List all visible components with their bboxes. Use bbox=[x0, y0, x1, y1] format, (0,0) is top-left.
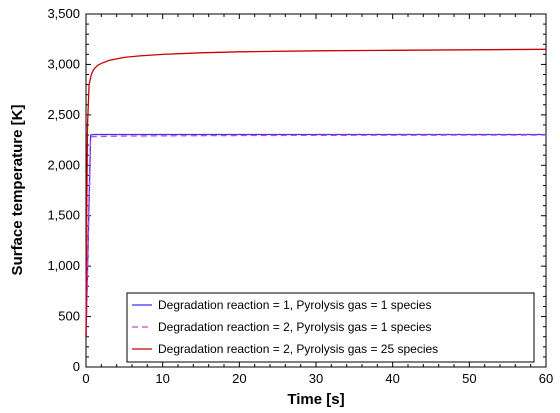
y-tick-label: 500 bbox=[58, 309, 80, 324]
legend-box bbox=[126, 292, 535, 363]
x-tick-label: 20 bbox=[232, 371, 246, 386]
legend-label-2: Degradation reaction = 2, Pyrolysis gas … bbox=[158, 320, 431, 334]
y-tick-label: 1,000 bbox=[47, 258, 80, 273]
series-line-3 bbox=[85, 48, 547, 337]
x-tick-label: 10 bbox=[155, 371, 169, 386]
y-tick-label: 1,500 bbox=[47, 208, 80, 223]
x-axis-title: Time [s] bbox=[287, 391, 344, 408]
series-layer bbox=[85, 48, 547, 337]
y-tick-label: 2,500 bbox=[47, 107, 80, 122]
y-tick-label: 2,000 bbox=[47, 157, 80, 172]
y-tick-label: 3,000 bbox=[47, 56, 80, 71]
legend-label-3: Degradation reaction = 2, Pyrolysis gas … bbox=[158, 342, 438, 356]
y-tick-label: 0 bbox=[73, 359, 80, 374]
y-axis-title: Surface temperature [K] bbox=[9, 105, 26, 276]
legend-label-1: Degradation reaction = 1, Pyrolysis gas … bbox=[158, 298, 431, 312]
y-axis-ticks: 0 500 1,000 1,500 2,000 2,500 3,000 3,500 bbox=[47, 6, 546, 374]
x-tick-label: 60 bbox=[539, 371, 553, 386]
legend: Degradation reaction = 1, Pyrolysis gas … bbox=[126, 292, 535, 363]
x-tick-label: 0 bbox=[82, 371, 89, 386]
x-axis-ticks: 0 10 20 30 40 50 60 bbox=[82, 14, 553, 386]
x-tick-label: 50 bbox=[462, 371, 476, 386]
series-line-2 bbox=[85, 134, 547, 337]
series-line-1 bbox=[85, 133, 546, 337]
x-tick-label: 40 bbox=[385, 371, 399, 386]
x-tick-label: 30 bbox=[309, 371, 323, 386]
y-tick-label: 3,500 bbox=[47, 6, 80, 21]
